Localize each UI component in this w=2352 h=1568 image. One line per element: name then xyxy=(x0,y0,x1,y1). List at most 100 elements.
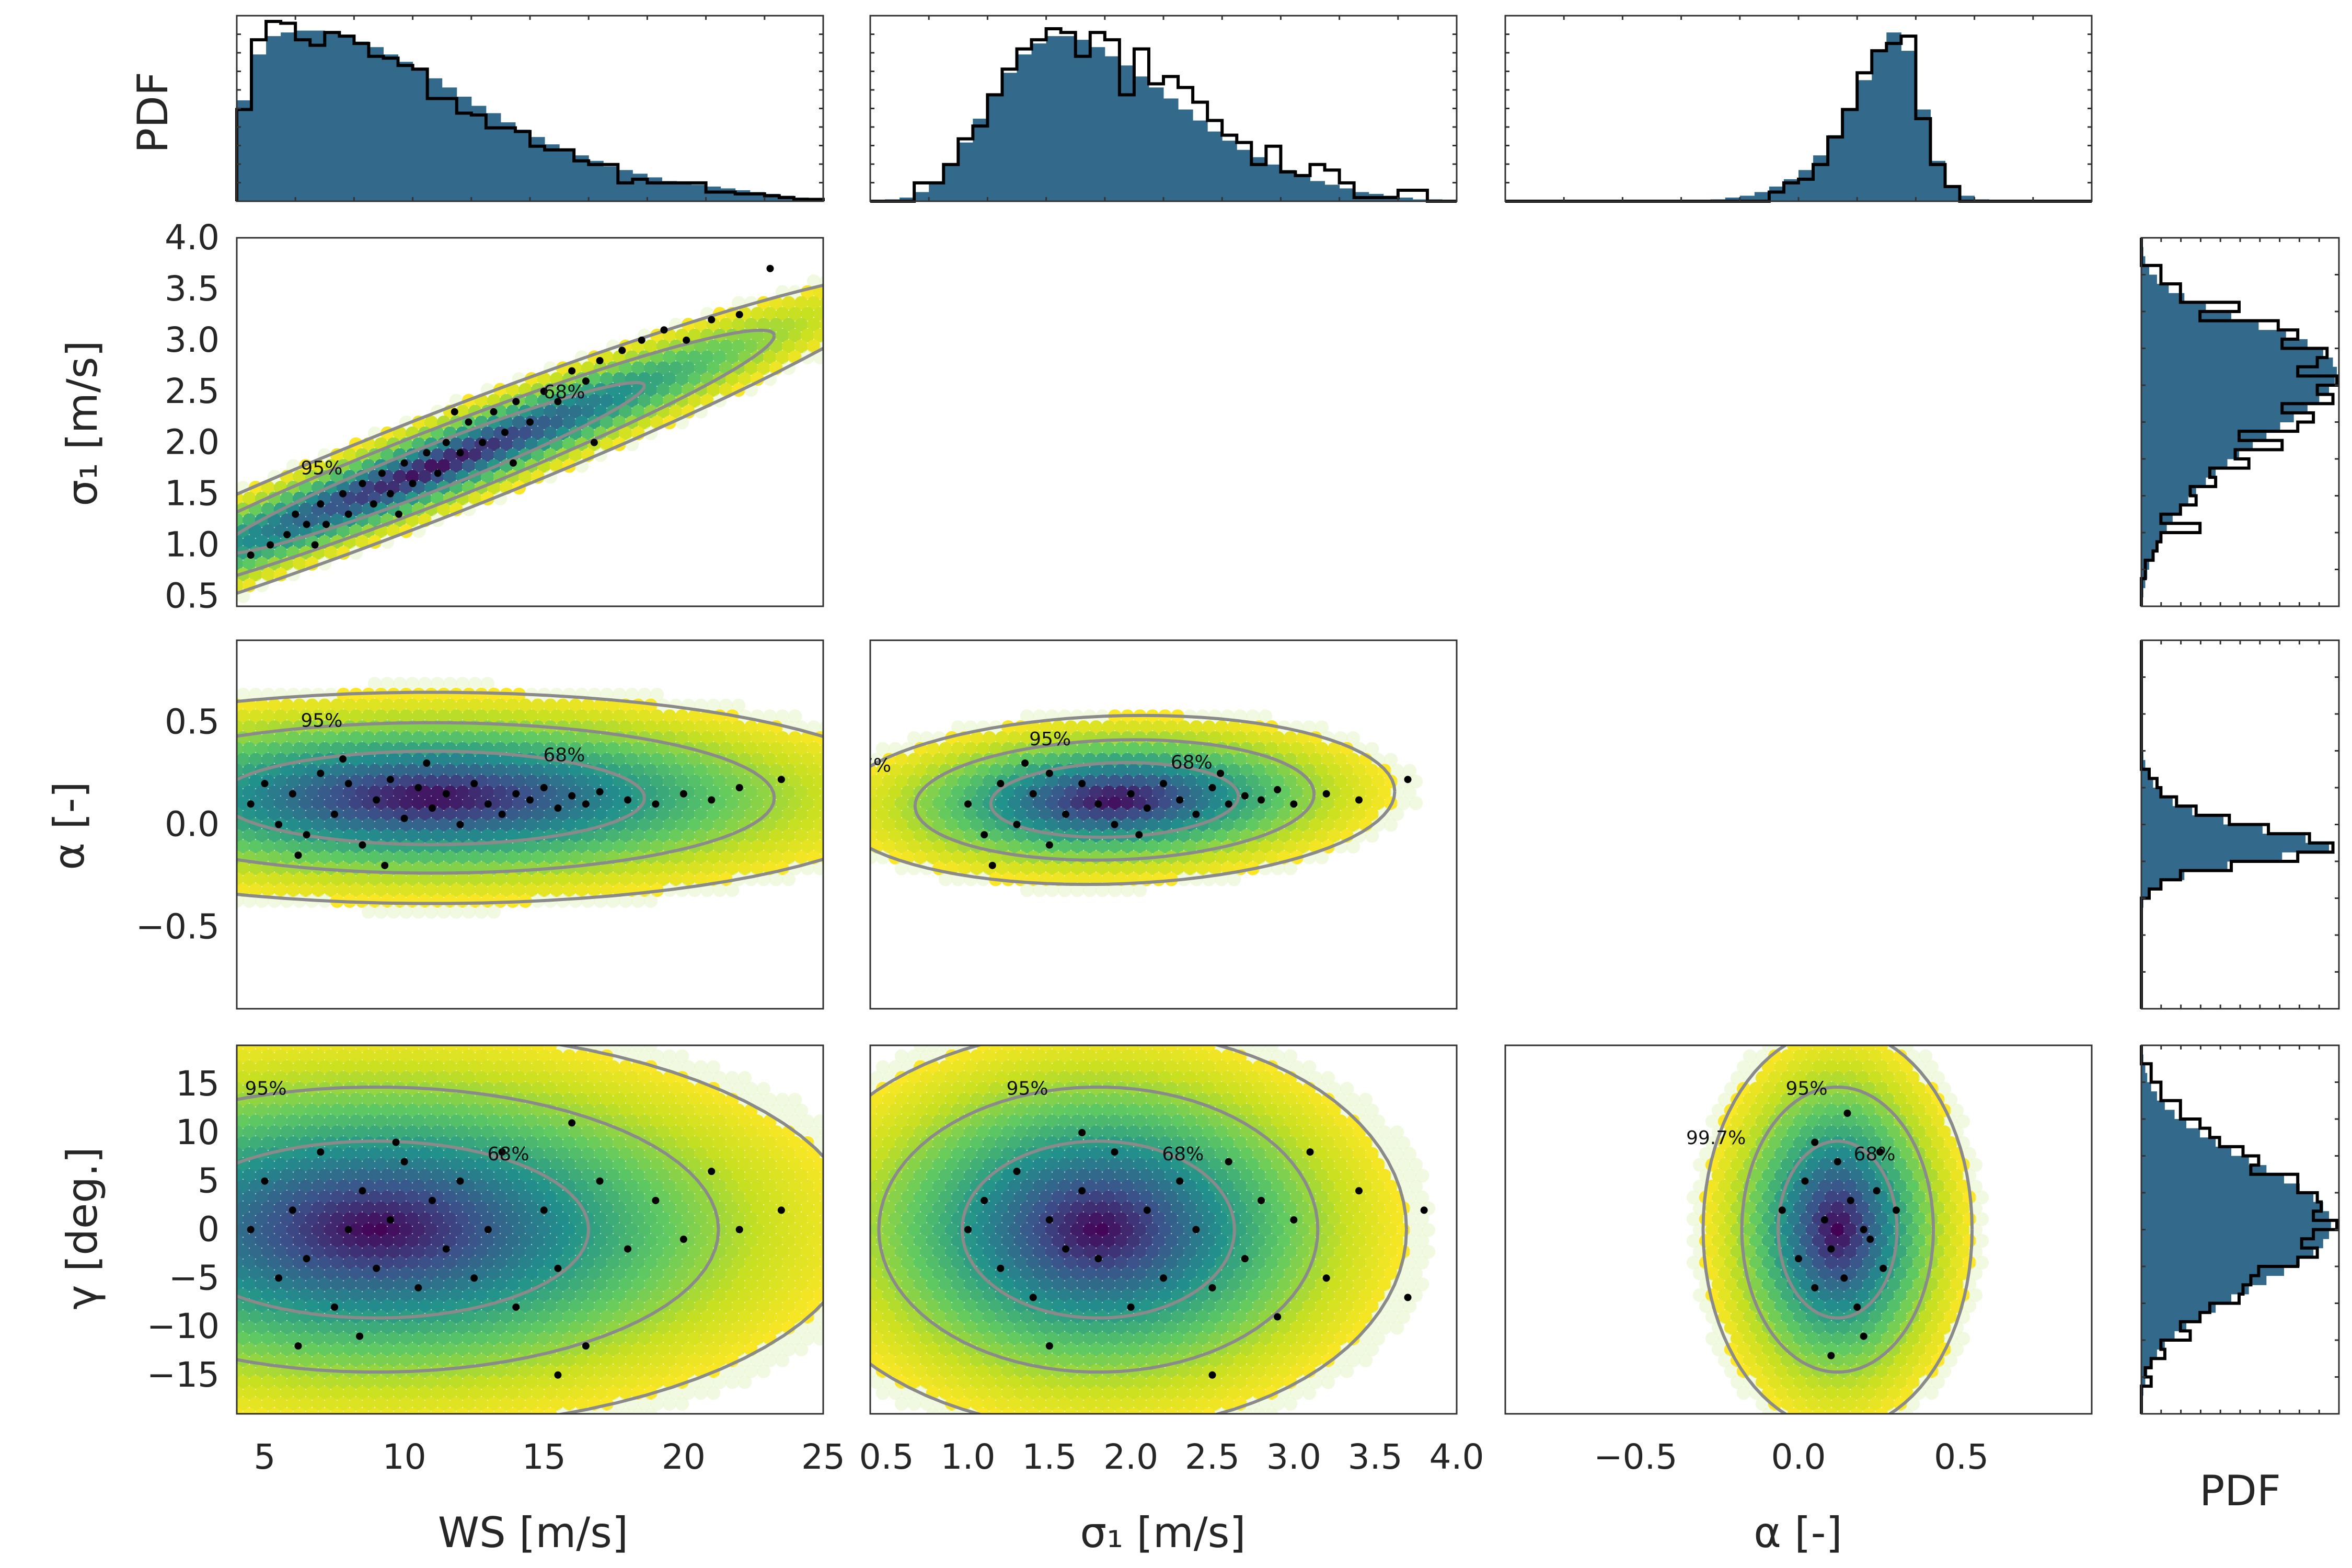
sample-point xyxy=(1111,821,1119,828)
density-cell xyxy=(1095,1179,1110,1194)
density-cell xyxy=(418,1299,432,1313)
density-cell xyxy=(242,828,257,843)
density-cell xyxy=(681,1299,696,1313)
density-cell xyxy=(938,872,953,886)
density-cell xyxy=(355,1125,370,1139)
density-cell xyxy=(637,1331,652,1346)
density-cell xyxy=(305,807,319,821)
density-cell xyxy=(524,1244,539,1259)
density-cell xyxy=(656,1233,671,1248)
density-cell xyxy=(951,1190,965,1205)
density-cell xyxy=(1082,1179,1097,1194)
density-cell xyxy=(712,861,727,875)
density-cell xyxy=(380,1299,395,1313)
density-cell xyxy=(907,1201,921,1215)
contour-line xyxy=(237,1085,720,1374)
density-cell xyxy=(443,1212,457,1226)
density-cell xyxy=(631,1255,645,1270)
density-cell xyxy=(1308,1158,1323,1172)
density-cell xyxy=(273,1179,288,1194)
density-cell xyxy=(612,796,627,810)
density-cell xyxy=(813,1158,823,1172)
density-cell xyxy=(712,1375,727,1389)
density-cell xyxy=(1076,1212,1091,1226)
density-cell xyxy=(1239,1103,1254,1117)
density-cell xyxy=(1151,1169,1166,1183)
density-cell xyxy=(1126,1103,1141,1117)
density-cell xyxy=(744,361,758,375)
density-cell xyxy=(694,361,708,375)
density-cell xyxy=(468,698,482,712)
density-cell xyxy=(700,1223,714,1237)
density-cell xyxy=(380,1081,395,1096)
density-cell xyxy=(687,372,702,386)
density-cell xyxy=(562,1331,577,1346)
density-cell xyxy=(631,361,645,375)
density-cell xyxy=(380,807,395,821)
density-cell xyxy=(763,774,777,789)
density-cell xyxy=(480,448,495,462)
density-cell xyxy=(870,774,884,789)
density-cell xyxy=(612,1266,627,1281)
density-cell xyxy=(1089,785,1103,800)
density-cell xyxy=(336,1201,351,1215)
density-cell xyxy=(1070,883,1085,897)
density-cell xyxy=(668,828,683,843)
density-cell xyxy=(963,1125,978,1139)
density-cell xyxy=(518,1233,533,1248)
density-cell xyxy=(1340,1212,1354,1226)
density-cell xyxy=(1101,742,1116,756)
density-cell xyxy=(505,1386,520,1400)
histogram-bar xyxy=(398,62,413,202)
density-cell xyxy=(273,1375,288,1389)
density-cell xyxy=(976,1060,990,1074)
density-cell xyxy=(480,1190,495,1205)
density-cell xyxy=(681,1212,696,1226)
density-cell xyxy=(606,872,620,886)
density-cell xyxy=(487,1288,501,1302)
density-cell xyxy=(549,1092,564,1107)
density-cell xyxy=(298,1353,313,1367)
sample-point xyxy=(568,1119,576,1127)
density-cell xyxy=(1371,1179,1386,1194)
density-cell xyxy=(826,1245,839,1259)
density-cell xyxy=(932,1114,947,1128)
density-cell xyxy=(725,1071,740,1085)
density-cell xyxy=(1258,839,1273,854)
density-cell xyxy=(988,1147,1003,1161)
density-cell xyxy=(719,383,733,397)
density-cell xyxy=(593,742,608,756)
density-cell xyxy=(449,437,464,452)
density-cell xyxy=(901,1125,915,1139)
density-cell xyxy=(637,1223,652,1237)
density-cell xyxy=(581,1190,595,1205)
density-cell xyxy=(813,753,823,767)
sample-point xyxy=(568,367,576,375)
density-cell xyxy=(1264,1125,1279,1139)
density-cell xyxy=(374,774,388,789)
density-cell xyxy=(399,796,413,810)
density-cell xyxy=(750,731,765,745)
density-cell xyxy=(474,1331,489,1346)
density-cell xyxy=(1039,720,1053,734)
density-cell xyxy=(813,796,823,810)
density-cell xyxy=(462,1136,476,1150)
density-cell xyxy=(512,1071,526,1085)
density-cell xyxy=(1402,1147,1417,1161)
sample-point xyxy=(540,387,548,395)
density-cell xyxy=(1321,796,1335,810)
density-cell xyxy=(1013,1190,1028,1205)
density-cell xyxy=(305,1212,319,1226)
density-cell xyxy=(1001,828,1016,843)
density-cell xyxy=(756,1299,771,1313)
histogram-bar xyxy=(1075,40,1091,202)
density-cell xyxy=(267,1103,282,1117)
density-cell xyxy=(806,274,821,289)
density-cell xyxy=(675,1092,689,1107)
density-cell xyxy=(361,905,376,919)
density-cell xyxy=(631,1169,645,1183)
density-cell xyxy=(324,1092,338,1107)
histogram-bar xyxy=(2141,1239,2323,1249)
density-cell xyxy=(769,1125,783,1139)
density-cell xyxy=(806,1233,821,1248)
